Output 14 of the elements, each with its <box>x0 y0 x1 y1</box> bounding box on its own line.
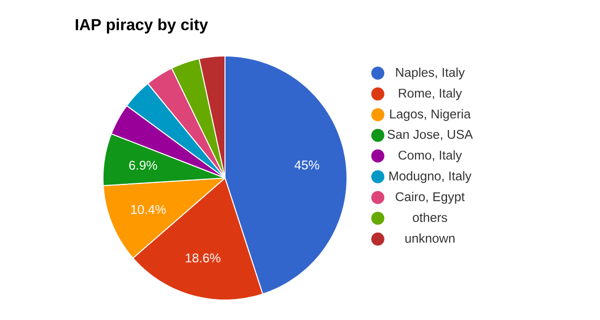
data-label: 6.9% <box>129 160 158 170</box>
legend-label: Como, Italy <box>398 150 462 162</box>
legend-label: others <box>412 212 448 222</box>
legend-label: Modugno, Italy <box>389 171 472 183</box>
data-label: 45% <box>294 160 320 170</box>
legend-label: Cairo, Egypt <box>396 192 465 204</box>
legend-label: San Jose, USA <box>388 130 473 140</box>
legend-label: Rome, Italy <box>398 88 462 100</box>
legend-label: unknown <box>405 233 454 243</box>
data-label: 10.4% <box>131 205 166 214</box>
legend-label: Naples, Italy <box>396 68 465 80</box>
data-label: 18.6% <box>186 253 220 262</box>
legend-label: Lagos, Nigeria <box>390 109 471 121</box>
chart-title: IAP piracy by city <box>76 18 208 34</box>
